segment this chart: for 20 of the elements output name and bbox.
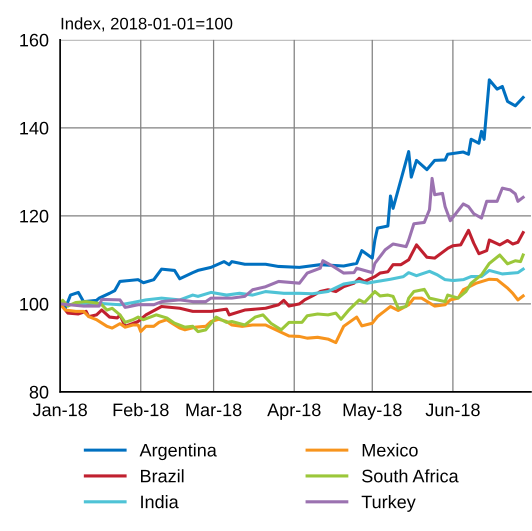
legend-label: Argentina bbox=[140, 443, 217, 460]
legend-label: Turkey bbox=[362, 495, 416, 512]
line-series bbox=[60, 253, 525, 334]
y-tick-label: 160 bbox=[20, 34, 48, 47]
y-tick-label: 80 bbox=[30, 386, 48, 399]
x-tick-label: Jan-18 bbox=[32, 403, 87, 416]
y-tick-label: 140 bbox=[20, 122, 48, 135]
x-tick-label: Jun-18 bbox=[426, 403, 480, 416]
line-series bbox=[60, 176, 525, 309]
x-tick-label: Apr-18 bbox=[267, 403, 321, 420]
y-tick-label: 100 bbox=[20, 298, 48, 311]
x-tick-label: Feb-18 bbox=[114, 402, 169, 416]
legend-label: Mexico bbox=[362, 443, 418, 457]
x-tick-label: May-18 bbox=[344, 403, 402, 420]
y-axis-title: Index, 2018-01-01=100 bbox=[62, 17, 232, 32]
y-tick-label: 120 bbox=[20, 210, 48, 223]
legend-label: India bbox=[141, 495, 179, 508]
legend-label: South Africa bbox=[362, 469, 459, 482]
x-tick-label: Mar-18 bbox=[186, 403, 242, 416]
legend-label: Brazil bbox=[141, 469, 184, 482]
